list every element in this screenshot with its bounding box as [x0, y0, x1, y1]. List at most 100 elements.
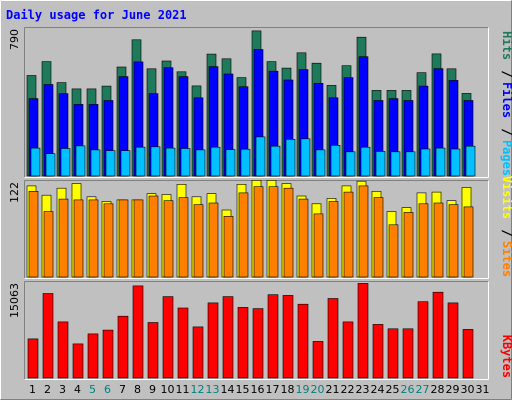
x-tick-label-day-11: 11: [176, 383, 190, 396]
panel-3-legend-kbytes: KBytes: [500, 335, 512, 378]
bar-pages-day-13: [210, 146, 221, 177]
bar-kbytes-day-7: [117, 315, 129, 379]
bar-pages-day-21: [330, 145, 341, 177]
panel-1-legend-separator: /: [500, 70, 512, 77]
bar-sites-day-16: [253, 186, 264, 278]
bar-sites-day-15: [238, 192, 249, 278]
bar-pages-day-12: [195, 149, 206, 177]
panel-1-legend-pages: Pages: [500, 140, 512, 176]
x-tick-label-day-1: 1: [29, 383, 36, 396]
x-tick-label-day-2: 2: [44, 383, 51, 396]
x-tick-label-day-16: 16: [251, 383, 265, 396]
x-tick-label-day-19: 19: [296, 383, 310, 396]
bar-sites-day-30: [463, 206, 474, 278]
bar-kbytes-day-25: [387, 328, 399, 379]
bar-pages-day-7: [120, 150, 131, 177]
bar-kbytes-day-6: [102, 329, 114, 379]
bar-pages-day-20: [315, 149, 326, 177]
bar-kbytes-day-22: [342, 321, 354, 379]
bar-pages-day-2: [45, 153, 56, 177]
bar-pages-day-6: [105, 150, 116, 177]
bar-sites-day-7: [118, 199, 129, 278]
bar-kbytes-day-10: [162, 296, 174, 379]
bar-kbytes-day-11: [177, 307, 189, 379]
bar-sites-day-26: [403, 212, 414, 278]
bar-sites-day-1: [28, 191, 39, 278]
bar-sites-day-8: [133, 199, 144, 278]
panel-3-max-label: 15063: [8, 283, 21, 318]
bar-kbytes-day-1: [27, 338, 39, 379]
panel-2-legend-separator: /: [500, 229, 512, 236]
bar-kbytes-day-26: [402, 328, 414, 379]
bar-pages-day-14: [225, 149, 236, 177]
bar-kbytes-day-12: [192, 326, 204, 379]
x-tick-label-day-14: 14: [221, 383, 235, 396]
x-tick-label-day-29: 29: [446, 383, 460, 396]
bar-sites-day-14: [223, 216, 234, 278]
x-tick-label-day-15: 15: [236, 383, 250, 396]
x-tick-label-day-12: 12: [191, 383, 205, 396]
bar-sites-day-21: [328, 201, 339, 278]
bar-pages-day-3: [60, 148, 71, 177]
bar-kbytes-day-15: [237, 307, 249, 379]
bar-sites-day-24: [373, 197, 384, 278]
bar-pages-day-18: [285, 139, 296, 177]
bar-pages-day-28: [435, 147, 446, 177]
bar-sites-day-18: [283, 187, 294, 278]
x-tick-label-day-18: 18: [281, 383, 295, 396]
x-tick-label-day-22: 22: [341, 383, 355, 396]
bar-pages-day-10: [165, 147, 176, 177]
bar-sites-day-12: [193, 204, 204, 278]
bar-pages-day-25: [390, 151, 401, 177]
bar-pages-day-1: [30, 147, 41, 177]
panel-2-legend-visits: Visits: [500, 176, 512, 219]
bar-kbytes-day-9: [147, 322, 159, 379]
panel-2-max-label: 122: [8, 182, 21, 203]
bar-kbytes-day-8: [132, 285, 144, 379]
bar-kbytes-day-18: [282, 295, 294, 379]
x-tick-label-day-10: 10: [161, 383, 175, 396]
bar-sites-day-22: [343, 191, 354, 278]
x-tick-label-day-24: 24: [371, 383, 385, 396]
bar-sites-day-29: [448, 204, 459, 278]
bar-sites-day-13: [208, 202, 219, 278]
x-tick-label-day-4: 4: [74, 383, 81, 396]
bar-sites-day-25: [388, 224, 399, 278]
bar-pages-day-24: [375, 151, 386, 177]
x-tick-label-day-21: 21: [326, 383, 340, 396]
bar-pages-day-29: [450, 148, 461, 177]
bar-pages-day-27: [420, 148, 431, 177]
bar-sites-day-6: [103, 203, 114, 278]
bar-kbytes-day-20: [312, 341, 324, 379]
chart-title: Daily usage for June 2021: [6, 8, 187, 22]
bar-kbytes-day-23: [357, 283, 369, 379]
bar-kbytes-day-29: [447, 302, 459, 379]
bar-pages-day-26: [405, 151, 416, 177]
x-tick-label-day-7: 7: [119, 383, 126, 396]
x-tick-label-day-17: 17: [266, 383, 280, 396]
bar-sites-day-2: [43, 211, 54, 278]
bar-kbytes-day-16: [252, 308, 264, 379]
bar-pages-day-8: [135, 146, 146, 177]
x-tick-label-day-3: 3: [59, 383, 66, 396]
x-tick-label-day-20: 20: [311, 383, 325, 396]
x-tick-label-day-27: 27: [416, 383, 430, 396]
bar-kbytes-day-3: [57, 321, 69, 379]
bar-kbytes-day-19: [297, 303, 309, 379]
bar-pages-day-30: [465, 145, 476, 177]
bar-pages-day-11: [180, 148, 191, 177]
bar-pages-day-16: [255, 136, 266, 177]
bar-kbytes-day-24: [372, 324, 384, 379]
bar-kbytes-day-27: [417, 301, 429, 379]
x-tick-label-day-9: 9: [149, 383, 156, 396]
bar-sites-day-11: [178, 197, 189, 278]
bar-sites-day-4: [73, 199, 84, 278]
panel-1-legend-hits: Hits: [500, 31, 512, 60]
x-tick-label-day-8: 8: [134, 383, 141, 396]
x-tick-label-day-5: 5: [89, 383, 96, 396]
bar-pages-day-22: [345, 151, 356, 177]
x-tick-label-day-23: 23: [356, 383, 370, 396]
x-tick-label-day-28: 28: [431, 383, 445, 396]
x-tick-label-day-31: 31: [476, 383, 490, 396]
